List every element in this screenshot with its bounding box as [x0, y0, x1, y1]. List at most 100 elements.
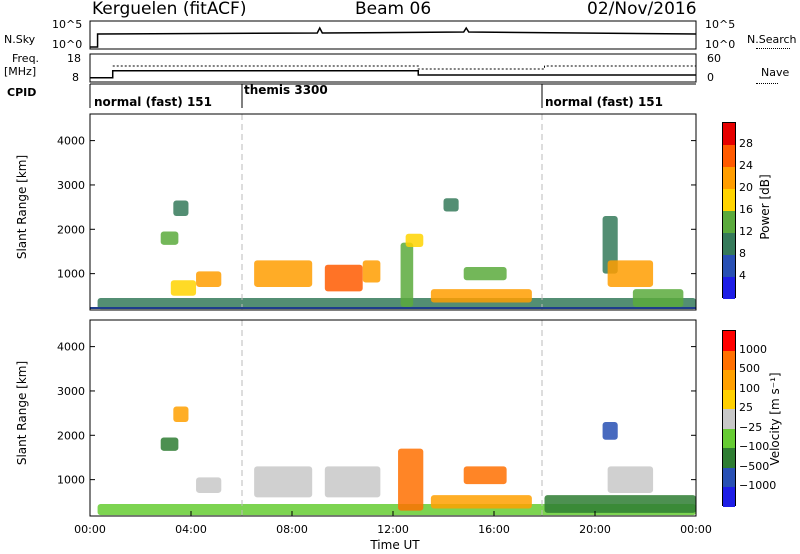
velocity-patch-5 [324, 466, 381, 498]
power-patch-7 [362, 260, 381, 283]
xtick-label-0: 00:00 [74, 523, 106, 536]
power-ytick-label-3: 4000 [57, 135, 85, 148]
power-bar-ticks-label-1: 8 [739, 247, 746, 260]
xtick-label-2: 08:00 [276, 523, 308, 536]
velocity-ylabel: Slant Range [km] [15, 360, 29, 466]
nave-top-tick: 60 [707, 52, 721, 65]
cpid-segment-1: normal (fast) 151 [94, 95, 212, 109]
velocity-colorbar [722, 330, 736, 507]
freq-bottom-tick: 8 [72, 71, 79, 84]
power-patch-8 [400, 242, 414, 307]
power-bar-ticks-label-2: 12 [739, 225, 753, 238]
velocity-patch-3 [196, 477, 222, 493]
velocity-ytick-label-3: 4000 [57, 341, 85, 354]
velocity-bar-ticks-label-5: 100 [739, 381, 760, 395]
velocity-patch-11 [544, 495, 696, 513]
cpid-panel [89, 83, 696, 108]
velocity-bar-ticks-label-4: 25 [739, 401, 753, 415]
x-axis-label: Time UT [370, 538, 420, 552]
velocity-patch-6 [398, 448, 424, 511]
power-colorbar [722, 122, 736, 299]
velocity-bar-ticks-label-0: −1000 [739, 479, 777, 493]
xtick-label-1: 04:00 [175, 523, 207, 536]
nsky-label: N.Sky [4, 33, 36, 46]
velocity-bar-ticks-label-3: −25 [739, 420, 763, 434]
power-bar-ticks-label-6: 28 [739, 137, 753, 150]
power-bar-ticks-label-0: 4 [739, 269, 746, 282]
nsky-top-tick: 10^5 [52, 18, 83, 31]
power-bar-ticks-label-5: 24 [739, 159, 753, 172]
freq-top-tick: 18 [67, 52, 81, 65]
xtick-label-6: 00:00 [680, 523, 712, 536]
power-panel: 1000 2000 3000 4000 [57, 113, 697, 311]
nsearch-legend-line [756, 48, 790, 49]
cpid-segment-3: normal (fast) 151 [545, 95, 663, 109]
velocity-bar-ticks-label-6: 500 [739, 362, 760, 376]
power-patch-12 [463, 266, 507, 281]
velocity-bar-swatch-7 [723, 467, 735, 488]
power-ylabel: Slant Range [km] [15, 154, 29, 260]
velocity-bar-swatch-5 [723, 428, 735, 449]
beam-label: Beam 06 [355, 0, 432, 19]
velocity-bar-swatch-2 [723, 370, 735, 390]
power-patch-0 [97, 298, 696, 310]
power-patch-9 [405, 233, 424, 248]
velocity-patch-4 [254, 466, 313, 498]
power-bar-swatch-1 [723, 145, 735, 167]
xtick-label-5: 20:00 [579, 523, 611, 536]
power-bar-swatch-0 [723, 123, 735, 145]
power-patch-13 [602, 215, 618, 274]
nsky-bottom-tick: 10^0 [52, 38, 83, 51]
nsearch-label: N.Search [747, 33, 797, 46]
velocity-bar-ticks-label-1: −500 [739, 459, 770, 473]
nave-series-line [112, 65, 696, 70]
xtick-label-4: 16:00 [478, 523, 510, 536]
power-patch-1 [160, 231, 179, 245]
frequency-series-line [90, 70, 696, 79]
velocity-bar-ticks-label-7: 1000 [739, 342, 767, 356]
date-label: 02/Nov/2016 [587, 0, 697, 19]
nsearch-top-tick: 10^5 [705, 18, 736, 31]
nsearch-bottom-tick: 10^0 [705, 38, 736, 51]
velocity-patch-2 [173, 406, 189, 422]
nave-label: Nave [761, 66, 790, 79]
cpid-label: CPID [7, 86, 37, 99]
velocity-patch-8 [463, 466, 507, 485]
power-patch-6 [324, 264, 363, 292]
velocity-bar-swatch-1 [723, 350, 735, 371]
velocity-ytick-label-1: 2000 [57, 429, 85, 442]
velocity-patch-10 [607, 466, 654, 493]
velocity-patch-9 [602, 421, 618, 440]
velocity-panel: 1000 2000 3000 4000 00:00 04:00 08:00 12:00 16:… [57, 319, 712, 536]
power-patch-15 [632, 289, 684, 307]
power-patch-3 [170, 280, 197, 296]
power-bar-swatch-7 [723, 277, 735, 299]
power-bar-swatch-4 [723, 211, 735, 233]
freq-panel [89, 53, 697, 83]
power-scatter-patches [97, 198, 696, 310]
velocity-bar-swatch-6 [723, 448, 735, 468]
nave-bottom-tick: 0 [707, 71, 714, 84]
power-bar-swatch-3 [723, 189, 735, 211]
nave-legend-line [756, 83, 778, 84]
velocity-colorbar-title: Velocity [m s⁻¹] [768, 372, 782, 466]
power-patch-2 [173, 200, 189, 216]
power-patch-4 [196, 271, 222, 287]
velocity-bar-swatch-3 [723, 389, 735, 410]
xtick-label-3: 12:00 [377, 523, 409, 536]
power-bar-ticks-label-4: 20 [739, 181, 753, 194]
velocity-bar-swatch-4 [723, 409, 735, 429]
power-ytick-label-0: 1000 [57, 268, 85, 281]
nsky-panel [89, 20, 697, 50]
power-ytick-label-2: 3000 [57, 179, 85, 192]
radar-title: Kerguelen (fitACF) [92, 0, 247, 19]
velocity-scatter-patches [97, 406, 696, 516]
velocity-bar-swatch-8 [723, 487, 735, 507]
power-bar-swatch-2 [723, 167, 735, 189]
velocity-ytick-label-2: 3000 [57, 385, 85, 398]
power-colorbar-title: Power [dB] [758, 174, 772, 240]
power-patch-11 [443, 198, 459, 212]
velocity-patch-7 [430, 495, 532, 509]
power-bar-swatch-6 [723, 255, 735, 277]
